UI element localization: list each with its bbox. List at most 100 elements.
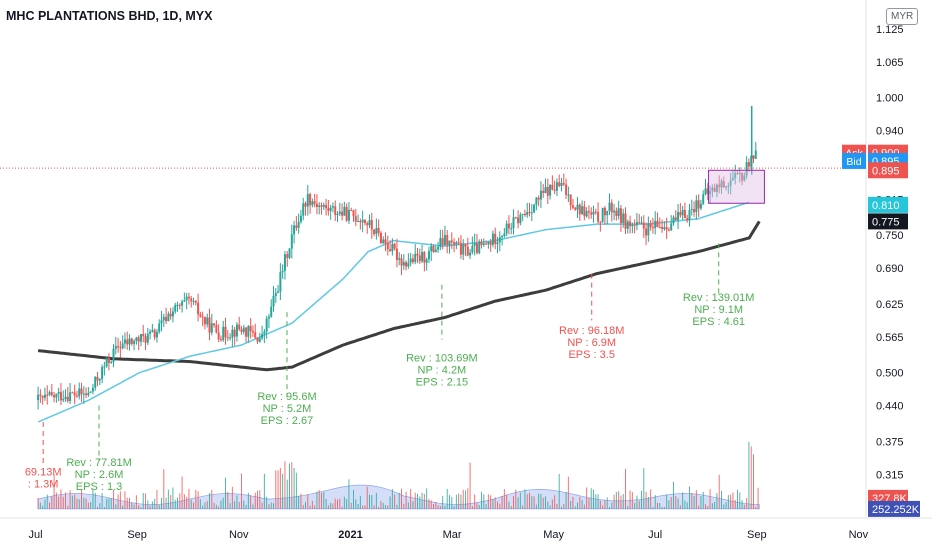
candle-body bbox=[709, 190, 712, 194]
candle-body bbox=[215, 325, 218, 333]
candle-body bbox=[395, 248, 398, 260]
candle-body bbox=[123, 339, 126, 344]
x-tick-label: Nov bbox=[849, 529, 869, 541]
candle-body bbox=[544, 187, 547, 194]
candle-body bbox=[325, 204, 328, 209]
candle-body bbox=[130, 338, 133, 344]
candle-body bbox=[528, 212, 531, 214]
candle-body bbox=[679, 212, 682, 216]
candle-body bbox=[98, 379, 101, 381]
earnings-annotation-text: NP : 6.9M bbox=[567, 337, 616, 349]
candle-body bbox=[693, 208, 696, 213]
candle-body bbox=[107, 357, 110, 363]
candle-body bbox=[176, 304, 179, 306]
candle-body bbox=[667, 229, 670, 231]
candle-body bbox=[144, 336, 147, 343]
candle-body bbox=[171, 311, 174, 317]
y-tick-label: 0.375 bbox=[876, 436, 904, 448]
candle-body bbox=[601, 207, 604, 222]
candle-body bbox=[75, 395, 78, 397]
candle-body bbox=[329, 207, 332, 211]
candle-body bbox=[80, 388, 83, 395]
candle-body bbox=[283, 254, 286, 271]
candle-body bbox=[57, 392, 60, 394]
candle-body bbox=[517, 217, 520, 224]
candle-body bbox=[183, 300, 186, 302]
candle-body bbox=[304, 203, 307, 207]
candle-body bbox=[416, 253, 419, 256]
candle-body bbox=[613, 210, 616, 213]
candle-body bbox=[430, 246, 433, 252]
candle-body bbox=[94, 376, 97, 388]
candle-body bbox=[350, 209, 353, 211]
candle-body bbox=[533, 204, 536, 213]
price-label-name: Bid bbox=[846, 156, 861, 168]
x-tick-label: Nov bbox=[229, 529, 249, 541]
candle-body bbox=[498, 237, 501, 243]
candle-body bbox=[219, 339, 222, 341]
candle-body bbox=[670, 223, 673, 231]
candle-body bbox=[485, 243, 488, 245]
candle-body bbox=[427, 251, 430, 260]
candle-body bbox=[347, 209, 350, 221]
candle-body bbox=[519, 214, 522, 224]
volume-area bbox=[37, 484, 760, 510]
candle-body bbox=[167, 313, 170, 322]
candle-body bbox=[731, 178, 734, 181]
candle-body bbox=[466, 246, 469, 256]
candle-body bbox=[213, 323, 216, 326]
candle-body bbox=[542, 190, 545, 194]
candle-body bbox=[455, 242, 458, 245]
candle-body bbox=[743, 175, 746, 181]
candle-body bbox=[261, 333, 264, 339]
candle-body bbox=[142, 334, 145, 337]
price-label-value: 0.895 bbox=[872, 165, 900, 177]
y-tick-label: 0.440 bbox=[876, 401, 904, 413]
candle-body bbox=[535, 197, 538, 205]
candle-body bbox=[187, 296, 190, 299]
candle-body bbox=[418, 255, 421, 262]
candle-body bbox=[583, 206, 586, 217]
candle-body bbox=[393, 243, 396, 249]
candle-body bbox=[400, 258, 403, 266]
candle-body bbox=[64, 396, 67, 400]
price-label-value: 252.252K bbox=[872, 504, 920, 516]
candle-body bbox=[55, 393, 58, 398]
candle-body bbox=[425, 259, 428, 263]
candle-body bbox=[471, 245, 474, 253]
candle-body bbox=[114, 345, 117, 349]
candle-body bbox=[103, 366, 106, 368]
candle-body bbox=[567, 194, 570, 196]
candle-body bbox=[754, 150, 757, 159]
candle-body bbox=[254, 332, 257, 338]
candle-body bbox=[190, 298, 193, 302]
candle-body bbox=[507, 223, 510, 229]
candle-body bbox=[48, 392, 51, 395]
candle-body bbox=[649, 223, 652, 227]
candle-body bbox=[249, 326, 252, 332]
candle-body bbox=[594, 211, 597, 213]
candle-body bbox=[603, 207, 606, 216]
candle-body bbox=[661, 226, 664, 229]
candle-body bbox=[110, 361, 113, 363]
candle-body bbox=[309, 194, 312, 206]
price-label-box bbox=[868, 162, 908, 179]
candle-body bbox=[642, 222, 645, 229]
candle-body bbox=[334, 206, 337, 215]
candle-body bbox=[658, 226, 661, 228]
candle-body bbox=[155, 331, 158, 338]
candle-body bbox=[501, 236, 504, 238]
candle-body bbox=[464, 244, 467, 247]
candle-body bbox=[574, 207, 577, 210]
candle-body bbox=[101, 367, 104, 380]
candle-body bbox=[258, 338, 261, 342]
candle-body bbox=[665, 227, 668, 230]
candle-body bbox=[370, 220, 373, 230]
candle-body bbox=[718, 184, 721, 188]
candle-body bbox=[555, 182, 558, 191]
candle-body bbox=[624, 213, 627, 229]
currency-button[interactable]: MYR bbox=[886, 8, 919, 25]
candle-body bbox=[686, 218, 689, 221]
candle-body bbox=[174, 304, 177, 312]
